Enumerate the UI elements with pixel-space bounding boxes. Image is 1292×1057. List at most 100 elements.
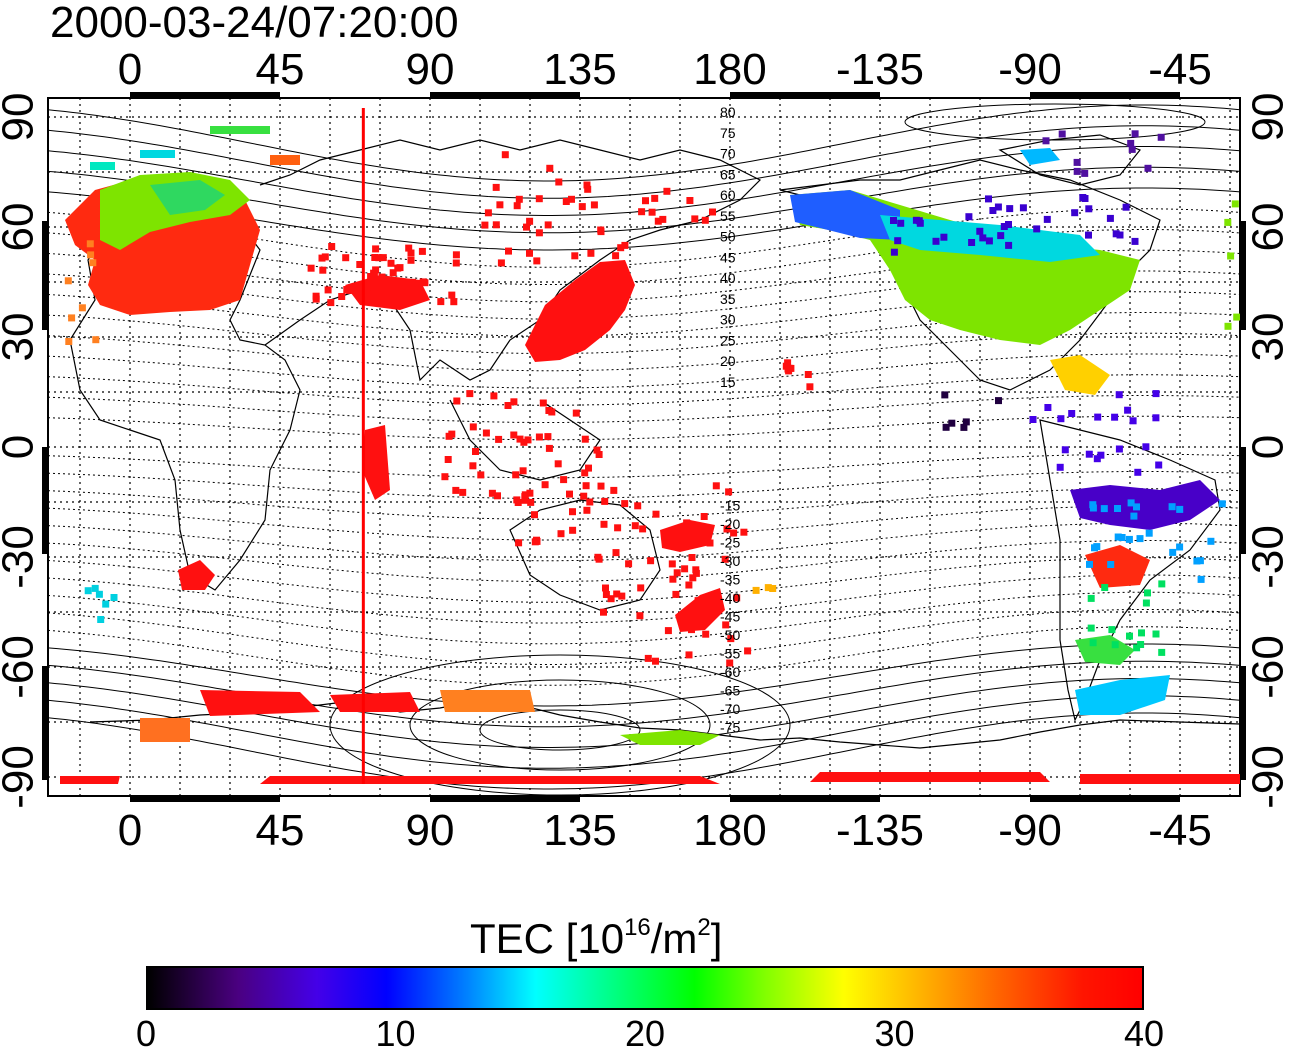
tec-station-point: [488, 489, 496, 497]
tec-station-point: [1085, 450, 1093, 458]
contour-label: 40: [720, 270, 736, 286]
tec-station-point: [557, 530, 565, 538]
tec-station-point: [985, 237, 993, 245]
contour-label: -65: [720, 683, 740, 699]
tec-station-point: [1094, 413, 1102, 421]
tec-station-point: [636, 612, 644, 620]
tec-patch-arctic-2: [140, 150, 175, 158]
tec-patch-gulf: [1050, 355, 1110, 395]
longitude-tick-label: -90: [998, 806, 1062, 855]
tec-station-point: [84, 587, 92, 595]
tec-station-point: [1085, 205, 1093, 213]
tec-station-point: [1197, 575, 1205, 583]
tec-station-point: [1126, 632, 1133, 640]
tec-world-map: 80 75 70 65 60 55 50 45 40 35 30 25 20 15 -15 -20 -25 -30…: [0, 45, 1292, 855]
tec-station-point: [583, 181, 591, 189]
tec-station-point: [459, 488, 467, 496]
tec-station-point: [1057, 415, 1065, 423]
contour-line: [48, 125, 1240, 199]
tec-station-point: [1081, 169, 1089, 177]
tec-station-point: [694, 597, 702, 605]
tec-station-point: [979, 234, 987, 242]
tec-station-point: [1089, 639, 1097, 647]
tec-station-point: [1100, 505, 1108, 513]
tec-station-point: [535, 195, 543, 203]
tec-station-point: [1127, 139, 1135, 147]
tec-station-point: [546, 164, 554, 172]
tec-station-point: [686, 197, 694, 204]
contour-label: 20: [720, 353, 736, 369]
tec-station-point: [1137, 641, 1145, 648]
tec-station-point: [1097, 451, 1105, 459]
tec-station-point: [806, 383, 814, 391]
tec-station-point: [932, 237, 940, 245]
contour-label: -25: [720, 535, 740, 551]
colorbar-tick-label: 0: [135, 1013, 157, 1054]
tec-station-point: [319, 266, 327, 274]
tec-patch-greenland: [1020, 148, 1060, 165]
tec-station-point: [1152, 390, 1160, 398]
contour-label: 80: [720, 104, 736, 120]
tec-station-point: [490, 392, 498, 400]
tec-station-point: [555, 178, 563, 186]
coast-greenland: [998, 134, 1141, 186]
tec-station-point: [601, 497, 609, 505]
tec-station-point: [371, 254, 379, 261]
tec-patch-north-america-north: [790, 190, 900, 240]
longitude-tick-label: -90: [998, 45, 1062, 94]
tec-station-point: [723, 525, 731, 533]
longitude-tick-label: 90: [406, 806, 455, 855]
contour-label: -60: [720, 664, 740, 680]
tec-station-point: [396, 264, 404, 272]
tec-station-point: [437, 298, 445, 306]
tec-strip-antarctic-5: [200, 690, 320, 716]
tec-station-point: [1224, 218, 1232, 226]
tec-station-point: [405, 244, 413, 252]
tec-station-point: [520, 438, 528, 446]
tec-station-point: [370, 290, 378, 298]
tec-station-point: [521, 496, 529, 504]
contour-label: 15: [720, 374, 736, 390]
tec-station-point: [535, 433, 543, 441]
tec-station-point: [375, 254, 383, 262]
tec-station-point: [764, 584, 772, 592]
tec-station-point: [102, 600, 110, 608]
tec-station-point: [663, 187, 671, 195]
tec-station-point: [976, 227, 984, 235]
tec-station-point: [580, 492, 588, 500]
tec-station-point: [1131, 237, 1139, 245]
tec-station-point: [407, 249, 415, 257]
latitude-tick-label: -60: [0, 635, 43, 699]
tec-station-point: [444, 456, 452, 463]
tec-station-point: [1043, 215, 1051, 223]
tec-station-point: [1128, 145, 1136, 153]
tec-station-point: [664, 627, 672, 635]
coast-asia: [259, 139, 762, 382]
tec-station-point: [948, 419, 956, 427]
tec-station-point: [702, 630, 710, 638]
tec-station-point: [769, 585, 777, 592]
tec-station-point: [569, 508, 576, 516]
contour-label: 30: [720, 312, 736, 328]
tec-station-point: [523, 223, 530, 231]
tec-station-point: [526, 249, 533, 257]
tec-station-point: [548, 408, 556, 416]
tec-station-point: [1005, 241, 1013, 249]
tec-station-point: [669, 575, 677, 583]
top-longitude-labels: 0 45 90 135 180 -135 -90 -45: [118, 45, 1212, 94]
longitude-tick-label: -135: [836, 45, 924, 94]
tec-station-point: [1158, 648, 1166, 656]
tec-station-point: [379, 254, 387, 262]
tec-station-point: [68, 314, 76, 322]
tec-station-point: [584, 185, 592, 193]
tec-station-point: [668, 560, 676, 568]
contour-label: -55: [720, 646, 740, 662]
tec-station-point: [1127, 499, 1135, 507]
tec-station-point: [1196, 557, 1204, 565]
colorbar-title: TEC [1016/m2]: [470, 914, 723, 962]
tec-station-point: [1133, 503, 1140, 511]
tec-station-point: [515, 195, 523, 203]
tec-station-point: [1131, 130, 1139, 138]
tec-strip-antarctic-1: [60, 776, 120, 784]
tec-station-point: [527, 498, 535, 506]
